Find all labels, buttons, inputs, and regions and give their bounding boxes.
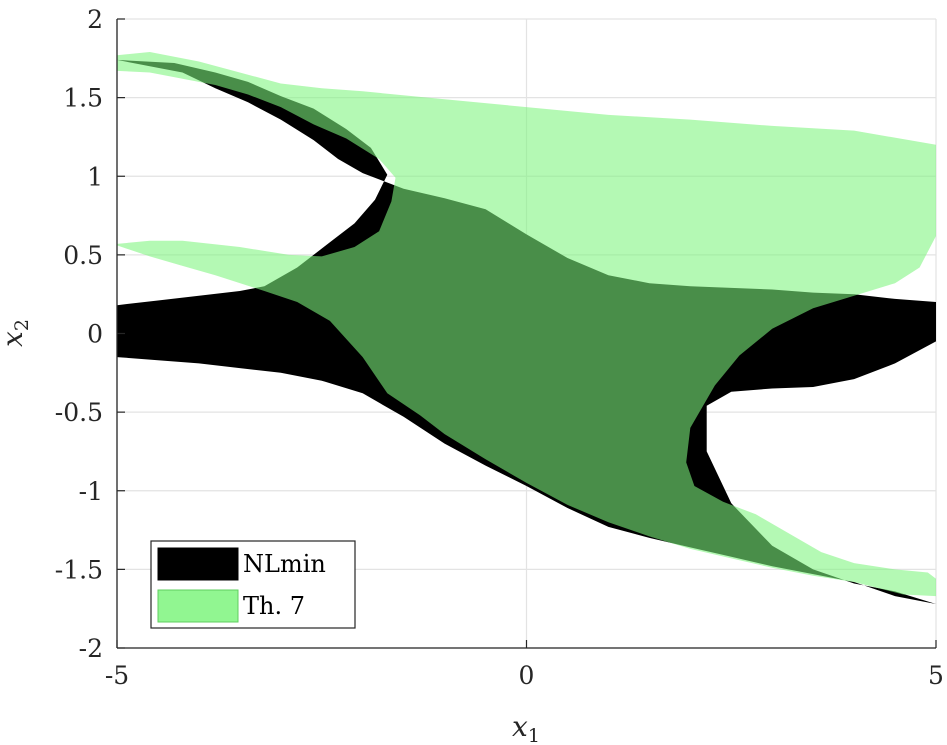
y-tick-label: 2: [87, 5, 103, 34]
series-region-th-7: [117, 52, 936, 597]
legend-label-nlmin: NLmin: [243, 550, 326, 578]
x-axis-label-main: x: [512, 710, 528, 743]
y-tick-label: 0.5: [63, 241, 103, 270]
y-tick-label: 1: [87, 162, 103, 191]
y-tick-label: -1: [79, 477, 103, 506]
legend-swatch-th7: [157, 589, 239, 623]
x-tick-label: 0: [519, 661, 535, 690]
legend: NLmin Th. 7: [150, 540, 356, 629]
legend-label-th7: Th. 7: [243, 592, 305, 620]
x-axis-label: x1: [512, 710, 540, 745]
y-axis-label: x2: [0, 319, 33, 347]
x-axis-label-subscript: 1: [528, 725, 540, 745]
y-axis-label-subscript: 2: [11, 319, 33, 331]
y-axis-label-main: x: [0, 331, 29, 347]
y-tick-label: 0: [87, 320, 103, 349]
y-tick-label: -0.5: [55, 398, 103, 427]
y-tick-label: -1.5: [55, 555, 103, 584]
tick-labels: -5 0 5 -2 -1.5 -1 -0.5 0 0.5 1 1.5 2: [55, 5, 944, 690]
y-tick-label: 1.5: [63, 84, 103, 113]
y-tick-label: -2: [79, 634, 103, 663]
legend-swatch-nlmin: [157, 547, 239, 581]
x-tick-label: 5: [928, 661, 944, 690]
axes-layer: [116, 18, 937, 649]
x-tick-label: -5: [105, 661, 129, 690]
series-layer: [117, 52, 936, 604]
